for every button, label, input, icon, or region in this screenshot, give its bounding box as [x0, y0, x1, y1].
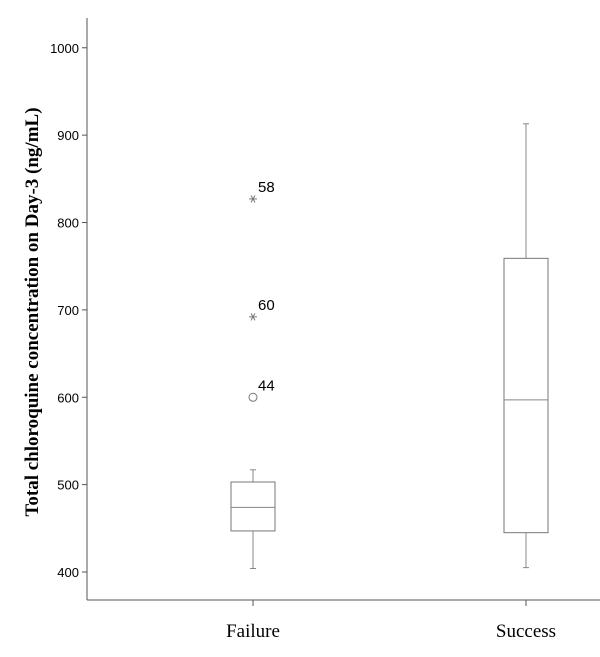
box-group-success: [503, 123, 549, 569]
outlier-marker: [248, 392, 258, 402]
y-ticks: 400 500 600 700 800 900 1000: [50, 41, 87, 580]
y-tick-label: 800: [57, 216, 79, 231]
star-stroke: [250, 313, 256, 321]
x-tick-label: Success: [496, 621, 556, 642]
outlier-label: 60: [258, 297, 275, 314]
iqr-box: [230, 481, 276, 532]
y-tick-label: 400: [57, 565, 79, 580]
extreme-outlier-marker: [249, 195, 257, 203]
boxes: 58 60 44: [230, 123, 549, 570]
y-tick-label: 500: [57, 478, 79, 493]
y-tick-label: 1000: [50, 41, 79, 56]
box-group-failure: 58 60 44: [230, 179, 276, 570]
y-tick-label: 900: [57, 128, 79, 143]
axes: [86, 18, 600, 601]
star-stroke: [250, 195, 256, 203]
y-tick-label: 700: [57, 303, 79, 318]
x-labels: Failure Success: [226, 600, 556, 642]
extreme-outlier-marker: [249, 313, 257, 321]
outlier-label: 58: [258, 179, 275, 196]
y-tick-label: 600: [57, 390, 79, 405]
x-tick-label: Failure: [226, 621, 280, 642]
y-axis-label: Total chloroquine concentration on Day-3…: [22, 107, 43, 516]
outlier-label: 44: [258, 377, 275, 394]
iqr-box: [503, 257, 549, 534]
